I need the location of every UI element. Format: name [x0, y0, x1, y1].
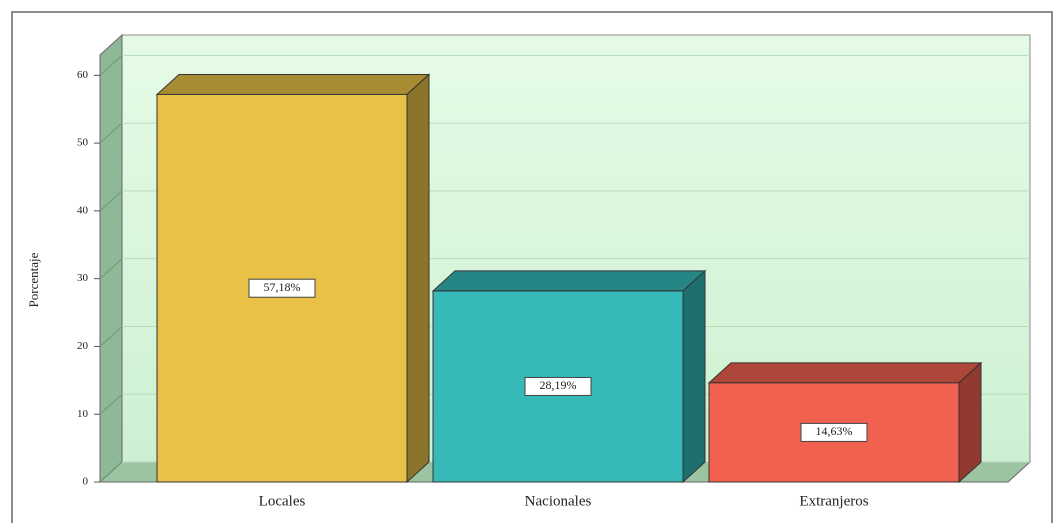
x-tick-label: Nacionales [525, 493, 592, 509]
bar-side [406, 73, 430, 484]
y-tick-label: 20 [77, 340, 89, 352]
y-tick-label: 0 [83, 476, 89, 488]
y-tick-label: 30 [77, 272, 89, 284]
bar-side [958, 361, 982, 484]
grid-line [99, 393, 123, 415]
value-label: 57,18% [264, 280, 301, 294]
value-label-box [800, 422, 868, 442]
value-label-box [524, 376, 592, 396]
grid-line [99, 122, 123, 144]
y-tick-label: 40 [77, 204, 89, 216]
x-tick-label: Extranjeros [799, 493, 868, 509]
grid-line [99, 190, 123, 212]
y-tick-label: 60 [77, 69, 89, 81]
bar-top [707, 362, 983, 384]
value-label: 28,19% [540, 378, 577, 392]
grid-line [99, 326, 123, 347]
value-label: 14,63% [816, 424, 853, 438]
left-wall [99, 33, 123, 484]
y-tick-label: 10 [77, 408, 89, 420]
bar-side [682, 269, 706, 484]
bar-top [431, 270, 707, 292]
grid-line [99, 54, 123, 76]
value-label-box [248, 278, 316, 298]
y-axis-label: Porcentaje [26, 252, 41, 307]
grid-line [99, 258, 123, 280]
y-tick-label: 50 [77, 137, 89, 149]
grid-line [99, 461, 123, 483]
bar-top [155, 73, 431, 95]
x-tick-label: Locales [259, 493, 306, 509]
